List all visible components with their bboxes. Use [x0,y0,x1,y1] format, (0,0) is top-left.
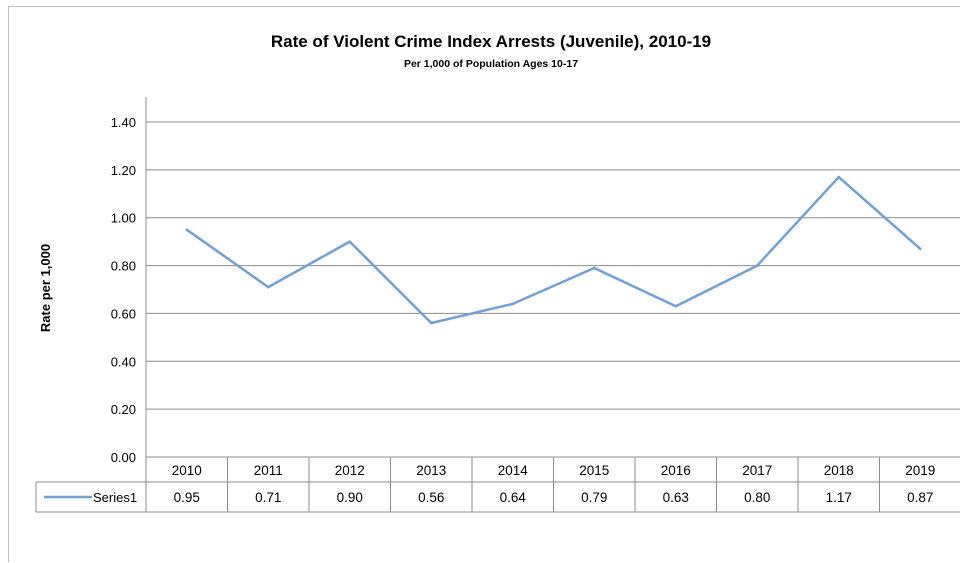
data-point [755,264,759,267]
data-point [185,228,189,231]
data-table-value: 0.79 [581,490,607,505]
data-table-value: 0.71 [255,490,281,505]
data-table-value: 0.64 [500,490,527,505]
data-point [592,266,596,270]
gridlines [145,97,960,457]
x-category-label: 2017 [742,463,772,478]
data-point [511,302,515,306]
data-table-value: 0.95 [174,490,200,505]
series-line [186,175,922,325]
y-tick-label: 0.00 [111,450,136,465]
x-category-label: 2019 [905,463,935,478]
x-category-label: 2011 [254,463,283,478]
chart-subtitle: Per 1,000 of Population Ages 10-17 [404,58,578,70]
data-point [348,240,352,243]
data-point [429,321,433,325]
x-category-label: 2018 [824,463,854,478]
x-category-label: 2010 [172,463,202,478]
data-point [837,175,841,179]
y-tick-label: 0.20 [111,402,136,417]
data-point [266,285,270,289]
line-chart: Rate of Violent Crime Index Arrests (Juv… [35,32,960,513]
y-tick-label: 0.60 [111,306,136,321]
x-category-label: 2012 [335,463,365,478]
data-table-value: 0.90 [337,490,363,505]
y-tick-label: 1.00 [111,211,136,226]
chart-title: Rate of Violent Crime Index Arrests (Juv… [271,32,711,51]
x-category-label: 2015 [579,463,609,478]
x-category-label: 2013 [416,463,446,478]
series-lines [185,175,922,325]
x-category-label: 2016 [661,463,691,478]
data-table-value: 0.56 [418,490,444,505]
data-table-value: 0.87 [907,490,933,505]
data-table-value: 0.80 [744,490,770,505]
legend-series-name: Series1 [93,490,137,505]
x-category-label: 2014 [498,463,529,478]
y-tick-label: 1.40 [111,115,136,130]
y-tick-label: 1.20 [111,163,136,178]
chart-area: Rate of Violent Crime Index Arrests (Juv… [8,6,960,562]
y-tick-label: 0.40 [111,354,136,369]
y-axis-ticks: 0.00 0.20 0.40 0.60 0.80 1.00 1.20 1.40 [111,115,136,465]
data-table-value: 1.17 [826,490,852,505]
data-table: 2010 2011 2012 2013 2014 2015 2016 2017 2018 2019… [35,456,960,513]
y-tick-label: 0.80 [111,259,136,274]
data-point [674,304,678,308]
data-point [918,247,922,251]
y-axis-label: Rate per 1,000 [38,244,53,332]
data-table-value: 0.63 [663,490,689,505]
